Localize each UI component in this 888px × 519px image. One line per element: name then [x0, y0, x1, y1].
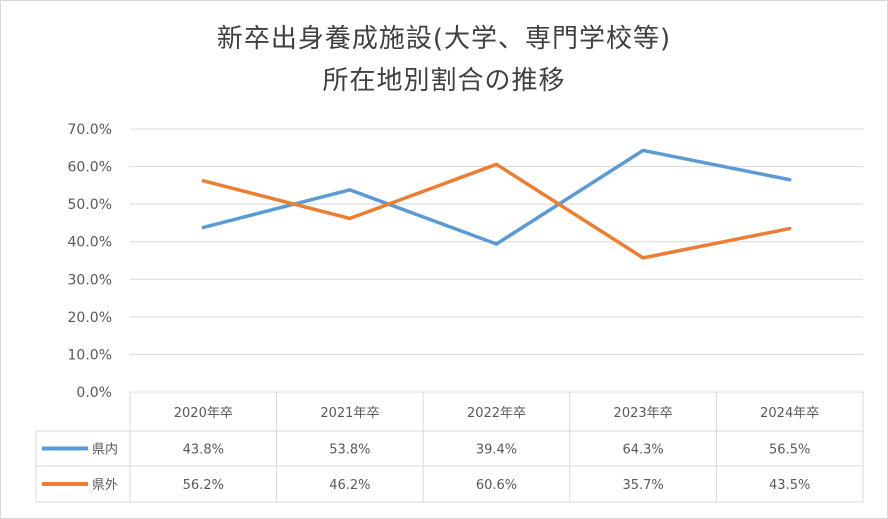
category-label: 2021年卒 [320, 406, 379, 421]
data-table-value: 56.5% [769, 443, 810, 458]
data-table-value: 43.8% [183, 443, 224, 458]
category-label: 2023年卒 [614, 406, 673, 421]
category-label: 2022年卒 [467, 406, 526, 421]
data-table-value: 39.4% [476, 443, 517, 458]
y-tick-label: 0.0% [76, 385, 112, 401]
y-tick-label: 60.0% [68, 160, 112, 176]
data-table-value: 43.5% [769, 478, 810, 493]
category-label: 2020年卒 [174, 406, 233, 421]
data-table-value: 56.2% [183, 478, 224, 493]
y-tick-label: 40.0% [68, 235, 112, 251]
y-tick-label: 50.0% [68, 197, 112, 213]
y-tick-label: 30.0% [68, 272, 112, 288]
data-table-value: 53.8% [329, 443, 370, 458]
y-tick-label: 20.0% [68, 310, 112, 326]
legend-label: 県外 [92, 478, 118, 493]
chart-title-line1: 新卒出身養成施設(大学、専門学校等) [216, 24, 672, 54]
category-label: 2024年卒 [760, 406, 819, 421]
data-table-value: 64.3% [622, 443, 663, 458]
y-tick-label: 10.0% [68, 347, 112, 363]
y-tick-label: 70.0% [68, 122, 112, 138]
chart-title-line2: 所在地別割合の推移 [322, 66, 566, 96]
legend-label: 県内 [92, 442, 118, 458]
data-table-value: 35.7% [622, 478, 663, 493]
data-table-value: 46.2% [329, 478, 370, 493]
data-table-value: 60.6% [476, 478, 517, 493]
